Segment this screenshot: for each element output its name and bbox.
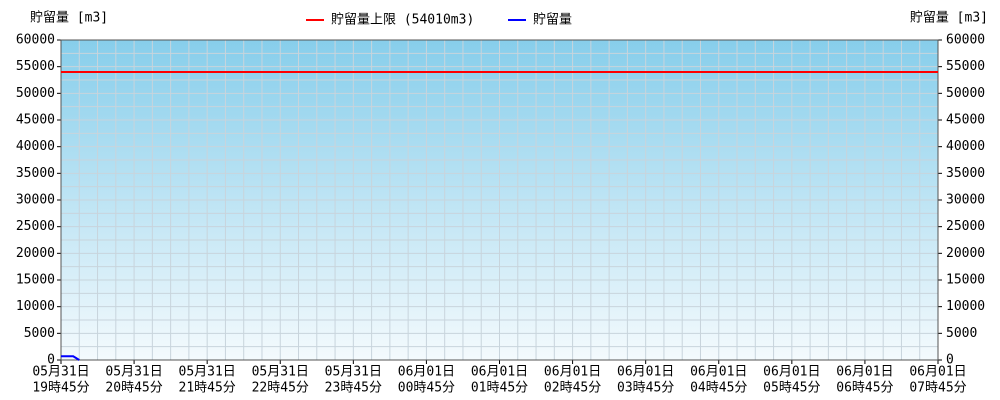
y-tick-label: 60000 <box>16 33 55 48</box>
series-line <box>61 355 80 361</box>
x-tick-label: 06月01日 <box>544 365 601 380</box>
x-tick-label: 05月31日 <box>32 365 89 380</box>
y2-tick-label: 60000 <box>946 33 985 48</box>
x-tick-label: 06月01日 <box>617 365 674 380</box>
x-tick-label: 00時45分 <box>398 381 455 396</box>
x-tick-label: 07時45分 <box>909 381 966 396</box>
x-tick-label: 06月01日 <box>471 365 528 380</box>
y-tick-label: 0 <box>47 353 55 368</box>
x-tick-label: 02時45分 <box>544 381 601 396</box>
x-tick-label: 06月01日 <box>398 365 455 380</box>
y-tick-label: 10000 <box>16 299 55 314</box>
y2-axis-label: 貯留量 [m3] <box>910 11 988 26</box>
y2-tick-label: 10000 <box>946 299 985 314</box>
legend-label: 貯留量上限 (54010m3) <box>331 13 474 28</box>
x-tick-label: 21時45分 <box>179 381 236 396</box>
y-tick-label: 35000 <box>16 166 55 181</box>
y-tick-label: 20000 <box>16 246 55 261</box>
legend-label: 貯留量 <box>533 13 572 28</box>
y-axis-label: 貯留量 [m3] <box>30 11 108 26</box>
y2-tick-label: 40000 <box>946 139 985 154</box>
y2-tick-label: 35000 <box>946 166 985 181</box>
x-tick-label: 05月31日 <box>252 365 309 380</box>
y2-tick-label: 0 <box>946 353 954 368</box>
x-tick-label: 04時45分 <box>690 381 747 396</box>
y2-tick-label: 5000 <box>946 326 977 341</box>
y2-tick-label: 30000 <box>946 193 985 208</box>
y2-tick-label: 20000 <box>946 246 985 261</box>
x-tick-label: 06月01日 <box>836 365 893 380</box>
x-tick-label: 06月01日 <box>690 365 747 380</box>
x-tick-label: 06時45分 <box>836 381 893 396</box>
y2-tick-label: 55000 <box>946 59 985 74</box>
y-tick-label: 15000 <box>16 273 55 288</box>
x-tick-label: 05月31日 <box>179 365 236 380</box>
plot-border <box>60 39 939 361</box>
y-tick-label: 5000 <box>24 326 55 341</box>
x-tick-label: 05時45分 <box>763 381 820 396</box>
x-tick-label: 01時45分 <box>471 381 528 396</box>
y-tick-label: 55000 <box>16 59 55 74</box>
y2-tick-label: 15000 <box>946 273 985 288</box>
y-tick-label: 45000 <box>16 113 55 128</box>
x-tick-label: 23時45分 <box>325 381 382 396</box>
y-tick-label: 50000 <box>16 86 55 101</box>
y-tick-label: 40000 <box>16 139 55 154</box>
x-tick-label: 05月31日 <box>105 365 162 380</box>
y2-tick-label: 45000 <box>946 113 985 128</box>
x-tick-label: 03時45分 <box>617 381 674 396</box>
y-tick-label: 30000 <box>16 193 55 208</box>
x-tick-label: 19時45分 <box>32 381 89 396</box>
x-tick-label: 06月01日 <box>909 365 966 380</box>
y2-tick-label: 25000 <box>946 219 985 234</box>
x-tick-label: 20時45分 <box>105 381 162 396</box>
y-tick-label: 25000 <box>16 219 55 234</box>
x-tick-label: 06月01日 <box>763 365 820 380</box>
y2-tick-label: 50000 <box>946 86 985 101</box>
x-tick-label: 05月31日 <box>325 365 382 380</box>
x-tick-label: 22時45分 <box>252 381 309 396</box>
